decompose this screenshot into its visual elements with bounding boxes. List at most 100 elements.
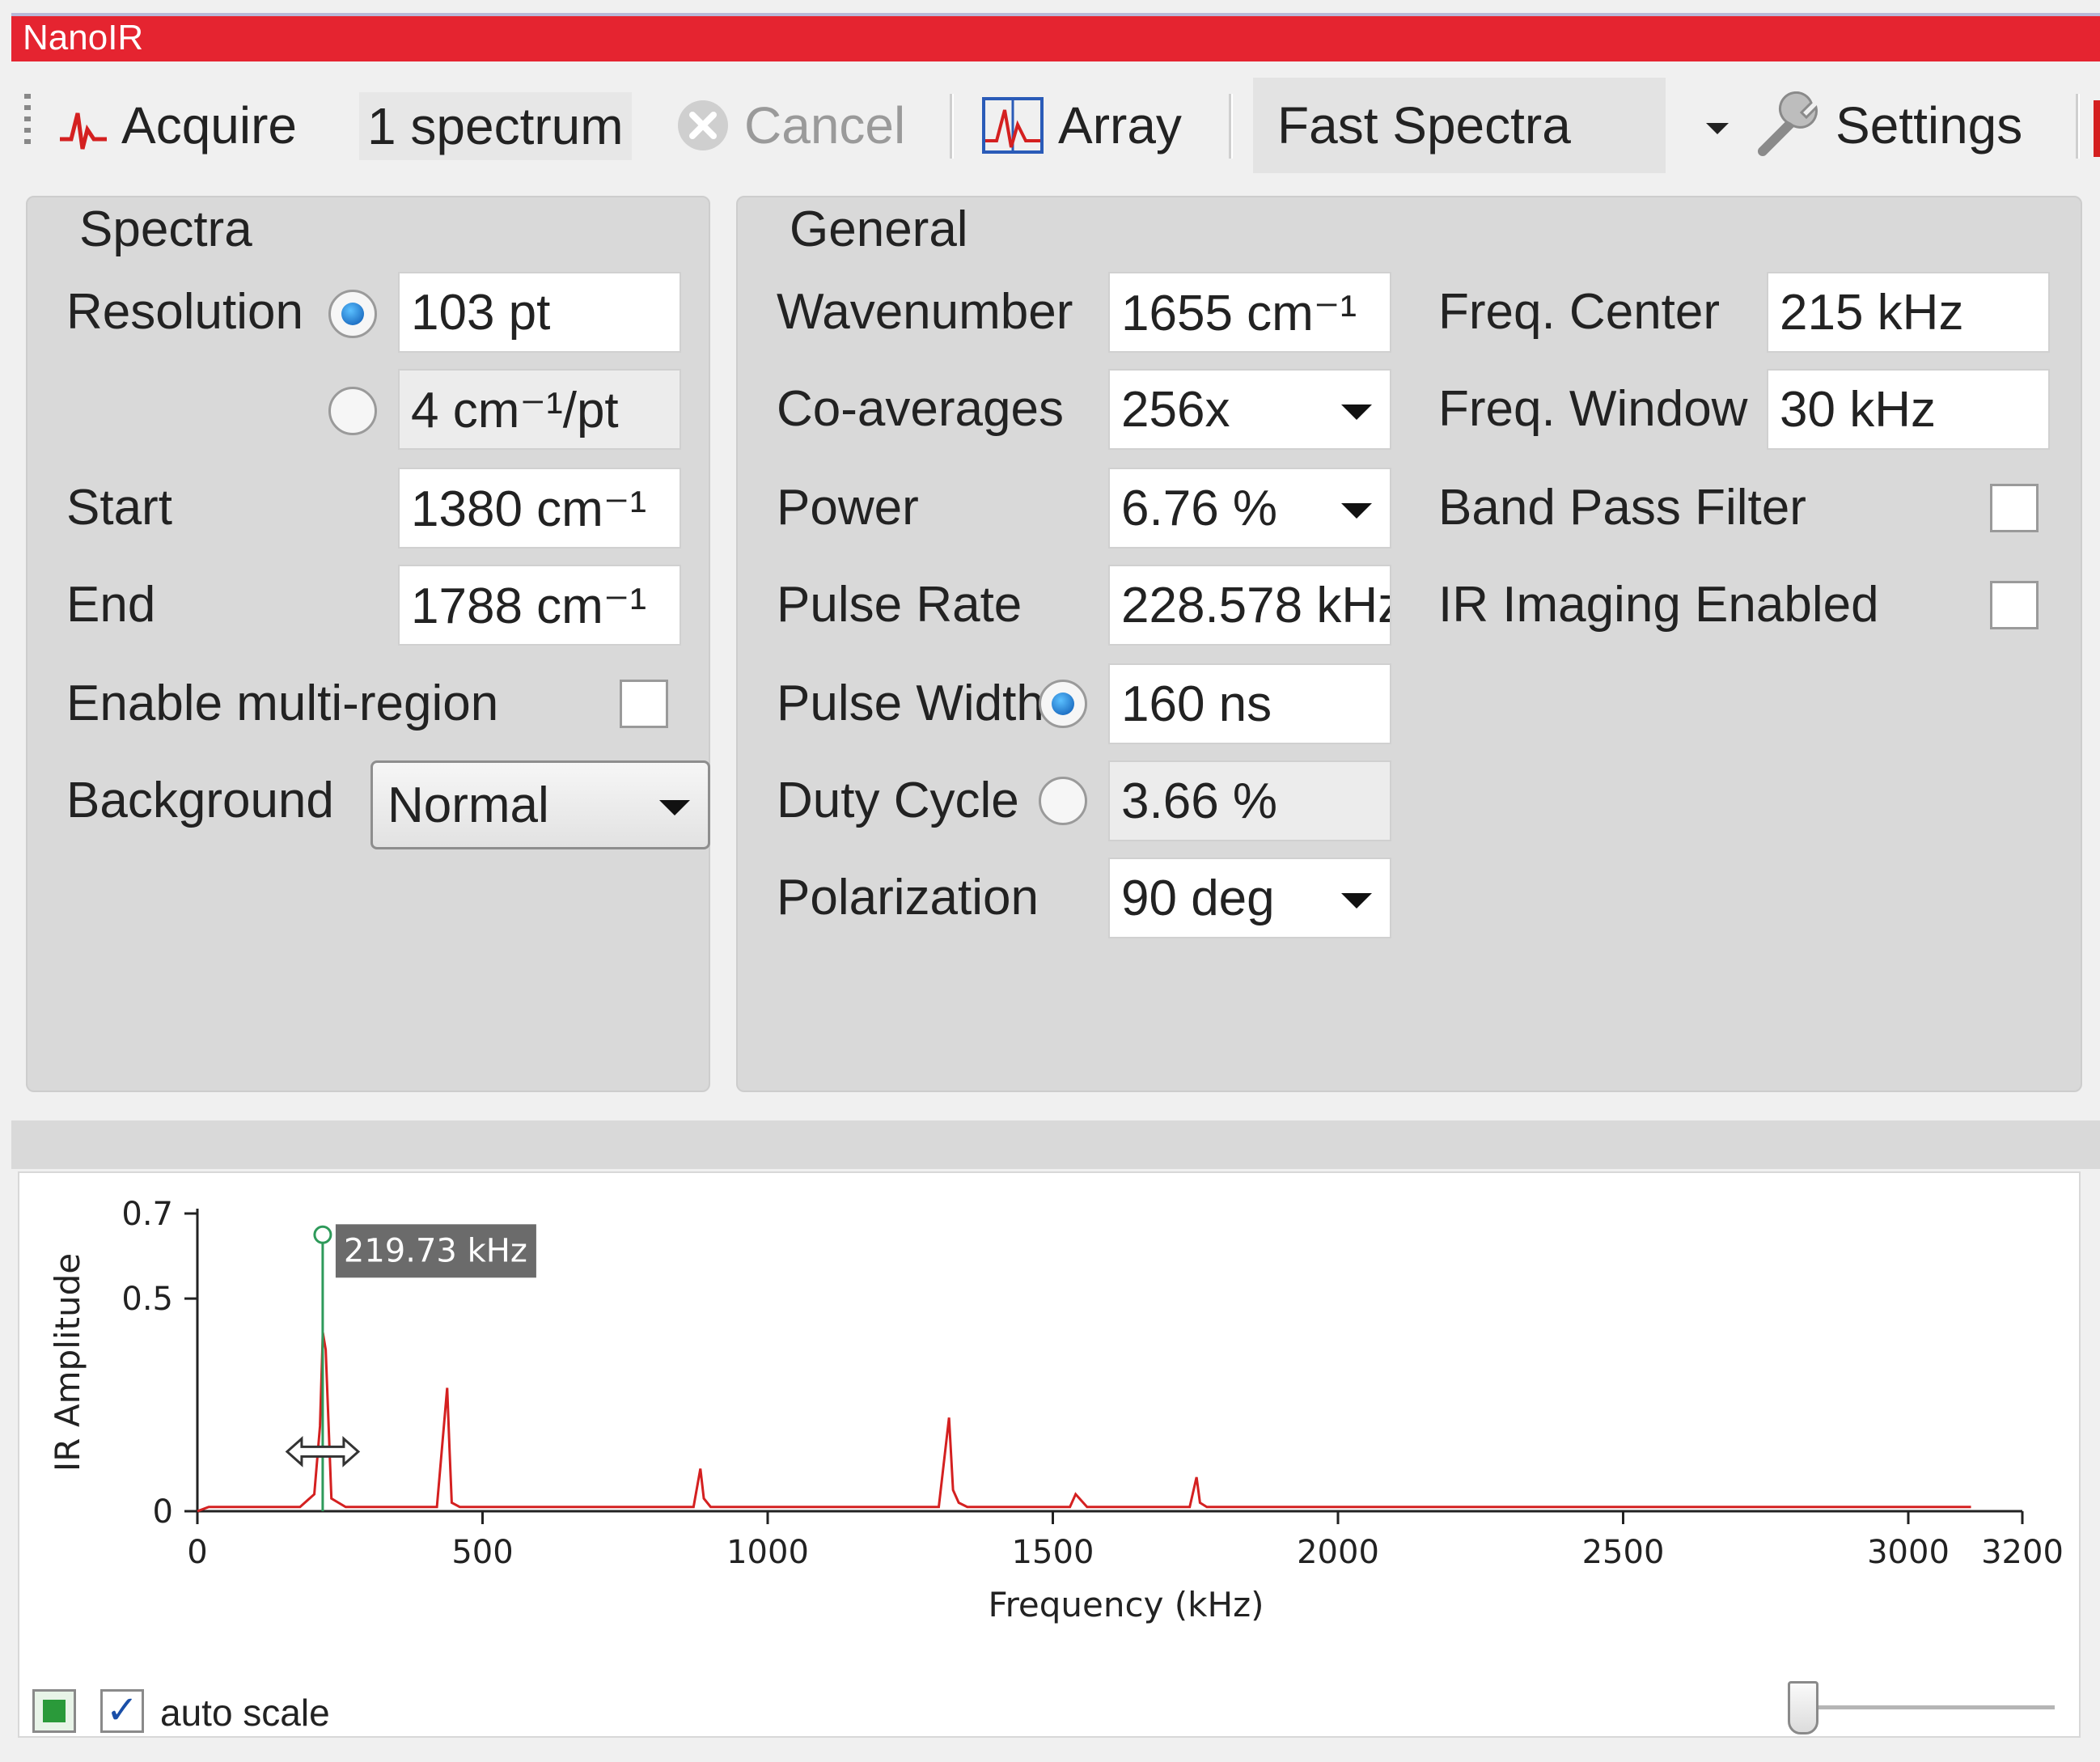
resolution-spacing-radio[interactable] bbox=[328, 387, 377, 435]
spectra-panel-title: Spectra bbox=[79, 201, 252, 257]
toolbar-separator bbox=[2076, 94, 2080, 159]
duty-cycle-label: Duty Cycle bbox=[777, 773, 1019, 828]
general-panel-title: General bbox=[790, 201, 968, 257]
mode-select-value: Fast Spectra bbox=[1277, 96, 1571, 155]
wrench-icon bbox=[1758, 91, 1818, 156]
power-label: Power bbox=[777, 480, 919, 536]
spectrum-icon bbox=[60, 112, 107, 150]
start-value: 1380 cm⁻¹ bbox=[411, 481, 647, 537]
array-button[interactable]: Array bbox=[980, 89, 1182, 162]
freq-center-field[interactable]: 215 kHz bbox=[1767, 272, 2050, 353]
ir-imaging-label: IR Imaging Enabled bbox=[1438, 577, 1879, 633]
freq-center-label: Freq. Center bbox=[1438, 284, 1721, 340]
pulse-width-radio[interactable] bbox=[1039, 680, 1087, 728]
y-axis-title: IR Amplitude bbox=[48, 1253, 87, 1472]
array-label: Array bbox=[1058, 96, 1182, 155]
coaverages-value: 256x bbox=[1121, 381, 1230, 438]
horizontal-resize-cursor-icon bbox=[285, 1436, 361, 1468]
pulse-width-field[interactable]: 160 ns bbox=[1108, 663, 1391, 744]
cursor-readout-label: 219.73 kHz bbox=[344, 1232, 527, 1269]
spectrum-count-value: 1 spectrum bbox=[367, 97, 624, 155]
chevron-down-icon bbox=[1341, 404, 1372, 420]
resolution-spacing-field[interactable]: 4 cm⁻¹/pt bbox=[398, 369, 681, 450]
start-label: Start bbox=[66, 480, 172, 536]
ir-imaging-checkbox[interactable] bbox=[1990, 581, 2039, 629]
pulse-width-label: Pulse Width bbox=[777, 676, 1044, 731]
x-tick-label: 1000 bbox=[726, 1534, 809, 1571]
chevron-down-icon bbox=[1341, 893, 1372, 909]
chevron-down-icon bbox=[659, 800, 690, 815]
power-select[interactable]: 6.76 % bbox=[1108, 468, 1391, 549]
multi-region-label: Enable multi-region bbox=[66, 676, 499, 731]
x-tick-label: 2000 bbox=[1297, 1534, 1379, 1571]
x-tick-label: 3200 bbox=[1981, 1534, 2064, 1571]
pulse-rate-label: Pulse Rate bbox=[777, 577, 1022, 633]
background-label: Background bbox=[66, 773, 334, 828]
export-excel-icon[interactable] bbox=[32, 1689, 76, 1733]
background-select-value: Normal bbox=[387, 777, 549, 833]
mode-dropdown-arrow-icon[interactable] bbox=[1706, 123, 1729, 134]
end-label: End bbox=[66, 577, 156, 633]
polarization-select[interactable]: 90 deg bbox=[1108, 858, 1391, 938]
freq-window-label: Freq. Window bbox=[1438, 381, 1748, 437]
acquire-button[interactable]: Acquire bbox=[58, 89, 297, 162]
toolbar-grip[interactable] bbox=[24, 94, 31, 150]
power-value: 6.76 % bbox=[1121, 480, 1278, 536]
band-pass-checkbox[interactable] bbox=[1990, 484, 2039, 532]
multi-region-checkbox[interactable] bbox=[620, 680, 668, 728]
x-tick-label: 1500 bbox=[1012, 1534, 1094, 1571]
duty-cycle-field[interactable]: 3.66 % bbox=[1108, 760, 1391, 841]
title-bar: NanoIR bbox=[11, 13, 2100, 61]
polarization-label: Polarization bbox=[777, 870, 1039, 925]
toolbar-overflow-icon[interactable] bbox=[2094, 100, 2100, 157]
band-pass-label: Band Pass Filter bbox=[1438, 480, 1806, 536]
window-title: NanoIR bbox=[23, 18, 144, 57]
panel-splitter[interactable] bbox=[11, 1120, 2100, 1169]
auto-scale-checkbox[interactable]: ✓ bbox=[100, 1689, 144, 1733]
settings-label: Settings bbox=[1835, 96, 2023, 155]
spectrum-count-field[interactable]: 1 spectrum bbox=[359, 92, 632, 160]
coaverages-label: Co-averages bbox=[777, 381, 1064, 437]
resolution-spacing-value: 4 cm⁻¹/pt bbox=[411, 382, 619, 438]
zoom-slider-track[interactable] bbox=[1788, 1705, 2055, 1709]
y-tick-label: 0.5 bbox=[121, 1281, 173, 1318]
resolution-points-value: 103 pt bbox=[411, 284, 551, 341]
zoom-slider-thumb[interactable] bbox=[1788, 1681, 1818, 1734]
duty-cycle-value: 3.66 % bbox=[1121, 773, 1278, 829]
y-tick-label: 0 bbox=[153, 1493, 173, 1531]
toolbar: Acquire 1 spectrum Cancel Array Fast Spe… bbox=[11, 65, 2100, 184]
mode-select[interactable]: Fast Spectra bbox=[1253, 78, 1666, 173]
cancel-icon bbox=[678, 100, 728, 150]
resolution-points-radio[interactable] bbox=[328, 290, 377, 338]
toolbar-separator bbox=[950, 94, 954, 159]
start-field[interactable]: 1380 cm⁻¹ bbox=[398, 468, 681, 549]
duty-cycle-radio[interactable] bbox=[1039, 777, 1087, 825]
spectrum-plot[interactable]: 0 500 1000 1500 2000 2500 3000 3200 0 0.5 0.7 Frequ… bbox=[18, 1171, 2081, 1738]
pulse-rate-field[interactable]: 228.578 kHz bbox=[1108, 565, 1391, 646]
coaverages-select[interactable]: 256x bbox=[1108, 369, 1391, 450]
freq-window-field[interactable]: 30 kHz bbox=[1767, 369, 2050, 450]
resolution-label: Resolution bbox=[66, 284, 303, 340]
wavenumber-label: Wavenumber bbox=[777, 284, 1073, 340]
spectrum-chart[interactable]: 0 500 1000 1500 2000 2500 3000 3200 0 0.5 0.7 Frequ… bbox=[19, 1173, 2079, 1736]
x-tick-label: 0 bbox=[187, 1534, 207, 1571]
background-select[interactable]: Normal bbox=[370, 760, 710, 849]
x-tick-label: 2500 bbox=[1582, 1534, 1665, 1571]
cancel-label: Cancel bbox=[744, 96, 906, 155]
auto-scale-label: auto scale bbox=[160, 1692, 330, 1734]
x-tick-label: 500 bbox=[451, 1534, 513, 1571]
resolution-points-field[interactable]: 103 pt bbox=[398, 272, 681, 353]
end-field[interactable]: 1788 cm⁻¹ bbox=[398, 565, 681, 646]
y-tick-label: 0.7 bbox=[121, 1196, 173, 1233]
cancel-button[interactable]: Cancel bbox=[675, 89, 905, 162]
wavenumber-field[interactable]: 1655 cm⁻¹ bbox=[1108, 272, 1391, 353]
general-panel: General Wavenumber 1655 cm⁻¹ Co-averages… bbox=[736, 196, 2082, 1092]
settings-button[interactable]: Settings bbox=[1755, 89, 2022, 162]
freq-window-value: 30 kHz bbox=[1780, 381, 1936, 438]
array-icon bbox=[982, 97, 1044, 154]
pulse-rate-value: 228.578 kHz bbox=[1121, 577, 1391, 633]
x-axis-title: Frequency (kHz) bbox=[988, 1585, 1264, 1624]
end-value: 1788 cm⁻¹ bbox=[411, 578, 647, 634]
x-tick-label: 3000 bbox=[1867, 1534, 1950, 1571]
